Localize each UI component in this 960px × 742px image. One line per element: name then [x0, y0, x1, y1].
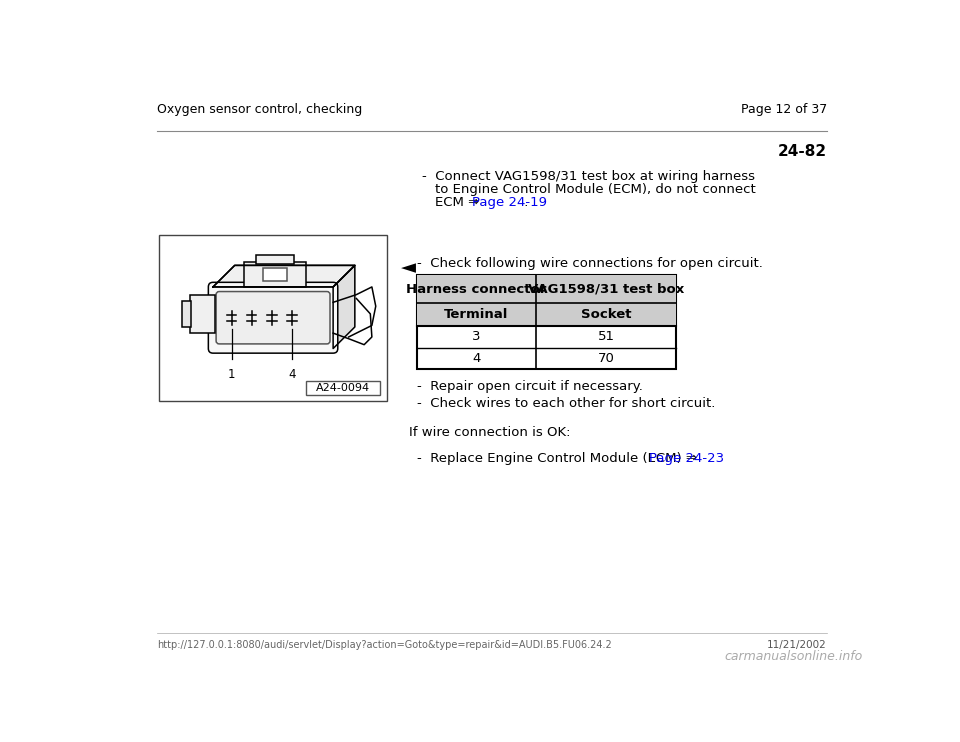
- Text: Page 24-19: Page 24-19: [472, 196, 547, 209]
- Text: If wire connection is OK:: If wire connection is OK:: [409, 427, 570, 439]
- Text: -  Check following wire connections for open circuit.: - Check following wire connections for o…: [417, 257, 762, 270]
- Bar: [417, 303, 677, 326]
- Text: .: .: [520, 196, 528, 209]
- Bar: [244, 262, 306, 287]
- Bar: [417, 275, 677, 303]
- Polygon shape: [333, 266, 355, 349]
- Text: http://127.0.0.1:8080/audi/servlet/Display?action=Goto&type=repair&id=AUDI.B5.FU: http://127.0.0.1:8080/audi/servlet/Displ…: [157, 640, 612, 650]
- Polygon shape: [213, 266, 355, 287]
- FancyBboxPatch shape: [216, 292, 330, 344]
- Text: 3: 3: [472, 330, 481, 344]
- FancyBboxPatch shape: [208, 282, 338, 353]
- Bar: [263, 269, 287, 280]
- Text: Harness connector: Harness connector: [406, 283, 547, 296]
- Bar: [255, 255, 295, 264]
- Text: Page 24-23: Page 24-23: [649, 453, 725, 465]
- Bar: [417, 275, 677, 370]
- Text: 1: 1: [228, 368, 235, 381]
- Text: 4: 4: [288, 368, 296, 381]
- Bar: [158, 235, 388, 401]
- Bar: [190, 295, 214, 333]
- Text: 11/21/2002: 11/21/2002: [767, 640, 827, 650]
- Text: 70: 70: [598, 352, 614, 365]
- Text: A24-0094: A24-0094: [316, 383, 370, 393]
- Bar: [182, 301, 191, 327]
- Text: 51: 51: [598, 330, 614, 344]
- Text: 4: 4: [472, 352, 481, 365]
- Text: Oxygen sensor control, checking: Oxygen sensor control, checking: [157, 103, 363, 116]
- Text: ◄: ◄: [401, 258, 417, 278]
- Text: Socket: Socket: [581, 308, 632, 321]
- Text: ECM ⇒: ECM ⇒: [435, 196, 483, 209]
- Text: 24-82: 24-82: [778, 145, 827, 160]
- Text: -  Replace Engine Control Module (ECM) ⇒: - Replace Engine Control Module (ECM) ⇒: [417, 453, 701, 465]
- Text: -  Check wires to each other for short circuit.: - Check wires to each other for short ci…: [417, 397, 715, 410]
- Bar: [306, 381, 379, 395]
- Text: to Engine Control Module (ECM), do not connect: to Engine Control Module (ECM), do not c…: [435, 183, 756, 196]
- Text: Page 12 of 37: Page 12 of 37: [740, 103, 827, 116]
- Text: VAG1598/31 test box: VAG1598/31 test box: [528, 283, 684, 296]
- Text: -  Repair open circuit if necessary.: - Repair open circuit if necessary.: [417, 380, 642, 393]
- Text: Terminal: Terminal: [444, 308, 509, 321]
- Text: carmanualsonline.info: carmanualsonline.info: [725, 649, 863, 663]
- Text: -  Connect VAG1598/31 test box at wiring harness: - Connect VAG1598/31 test box at wiring …: [422, 170, 756, 183]
